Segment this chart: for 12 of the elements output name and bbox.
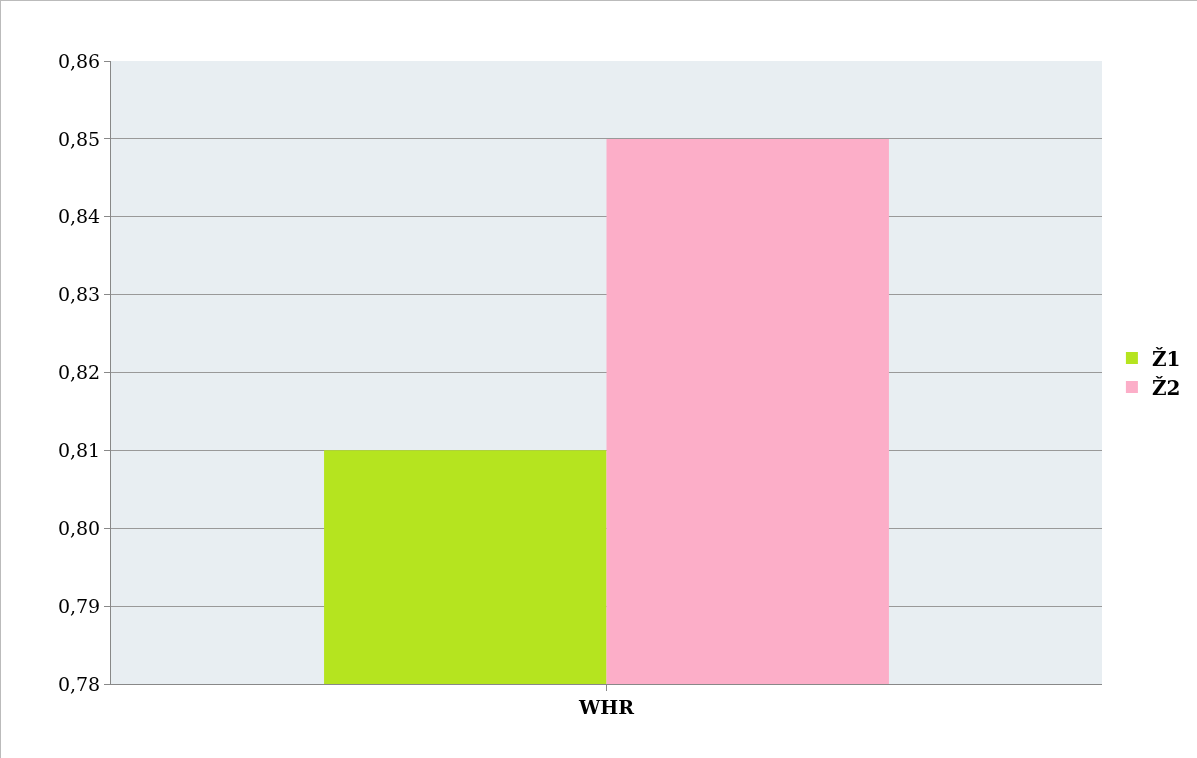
y-tick-label: 0,80 xyxy=(57,516,101,539)
legend-label: Ž2 xyxy=(1151,375,1181,400)
y-tick-label: 0,78 xyxy=(57,672,101,695)
y-tick-label: 0,83 xyxy=(57,283,101,306)
y-tick-label: 0,85 xyxy=(57,127,101,150)
y-tick-label: 0,84 xyxy=(57,205,101,228)
x-tick-label: WHR xyxy=(577,695,635,718)
y-tick-label: 0,86 xyxy=(57,49,101,72)
y-tick-label: 0,82 xyxy=(57,361,101,384)
y-tick-label: 0,81 xyxy=(57,439,101,462)
legend-label: Ž1 xyxy=(1151,346,1181,371)
y-tick-label: 0,79 xyxy=(57,594,101,617)
